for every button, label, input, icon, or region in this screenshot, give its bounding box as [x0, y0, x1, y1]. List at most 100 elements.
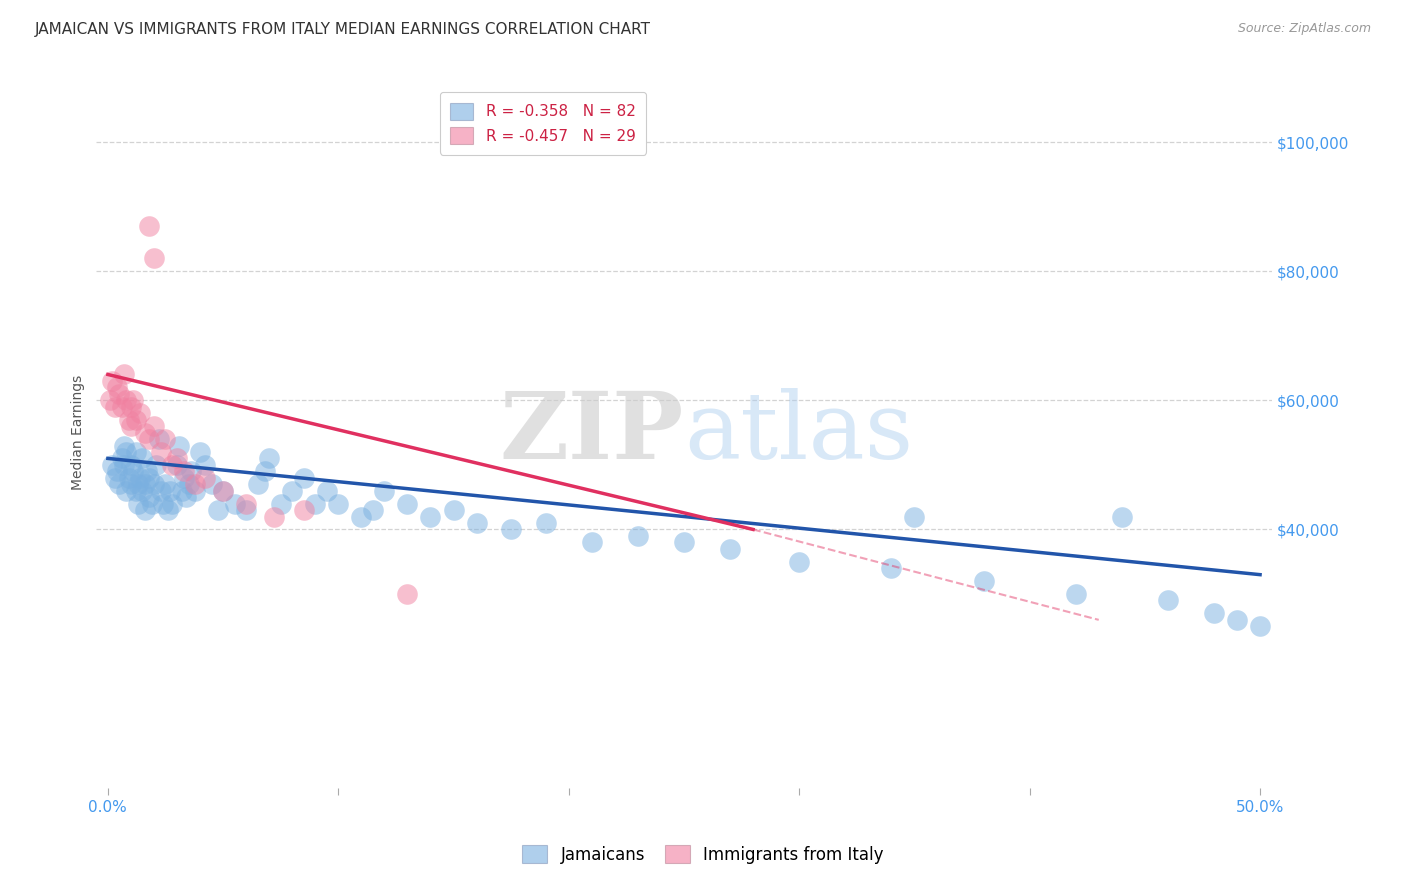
Legend: R = -0.358   N = 82, R = -0.457   N = 29: R = -0.358 N = 82, R = -0.457 N = 29	[440, 92, 647, 154]
Point	[138, 219, 160, 233]
Text: Source: ZipAtlas.com: Source: ZipAtlas.com	[1237, 22, 1371, 36]
Point	[127, 497, 149, 511]
Point	[143, 477, 166, 491]
Point	[180, 464, 202, 478]
Point	[141, 497, 163, 511]
Point	[124, 412, 146, 426]
Point	[194, 471, 217, 485]
Point	[173, 464, 195, 478]
Point	[880, 561, 903, 575]
Point	[105, 380, 128, 394]
Point	[145, 458, 167, 472]
Point	[350, 509, 373, 524]
Point	[134, 425, 156, 440]
Point	[131, 451, 153, 466]
Point	[124, 445, 146, 459]
Point	[501, 523, 523, 537]
Point	[115, 445, 138, 459]
Point	[115, 393, 138, 408]
Point	[129, 406, 152, 420]
Point	[129, 471, 152, 485]
Point	[188, 445, 211, 459]
Point	[1202, 607, 1225, 621]
Point	[149, 483, 172, 498]
Point	[207, 503, 229, 517]
Point	[156, 503, 179, 517]
Point	[104, 400, 127, 414]
Point	[184, 477, 207, 491]
Point	[212, 483, 235, 498]
Point	[169, 438, 191, 452]
Point	[136, 464, 159, 478]
Point	[1157, 593, 1180, 607]
Point	[111, 400, 134, 414]
Point	[166, 458, 188, 472]
Point	[1111, 509, 1133, 524]
Point	[581, 535, 603, 549]
Point	[134, 503, 156, 517]
Point	[108, 477, 131, 491]
Text: ZIP: ZIP	[499, 388, 683, 477]
Point	[903, 509, 925, 524]
Point	[108, 387, 131, 401]
Point	[328, 497, 350, 511]
Text: atlas: atlas	[683, 388, 914, 477]
Point	[263, 509, 285, 524]
Point	[200, 477, 222, 491]
Point	[257, 451, 280, 466]
Point	[101, 374, 124, 388]
Point	[253, 464, 276, 478]
Point	[1064, 587, 1087, 601]
Point	[443, 503, 465, 517]
Point	[534, 516, 557, 530]
Point	[718, 541, 741, 556]
Point	[361, 503, 384, 517]
Point	[246, 477, 269, 491]
Point	[396, 587, 419, 601]
Point	[270, 497, 292, 511]
Point	[122, 464, 145, 478]
Point	[292, 471, 315, 485]
Point	[105, 464, 128, 478]
Point	[166, 451, 188, 466]
Point	[155, 432, 177, 446]
Point	[120, 458, 142, 472]
Point	[122, 393, 145, 408]
Point	[120, 477, 142, 491]
Point	[787, 555, 810, 569]
Point	[170, 483, 193, 498]
Point	[120, 400, 142, 414]
Point	[672, 535, 695, 549]
Point	[143, 419, 166, 434]
Text: JAMAICAN VS IMMIGRANTS FROM ITALY MEDIAN EARNINGS CORRELATION CHART: JAMAICAN VS IMMIGRANTS FROM ITALY MEDIAN…	[35, 22, 651, 37]
Point	[138, 432, 160, 446]
Point	[173, 471, 195, 485]
Point	[120, 419, 142, 434]
Point	[627, 529, 650, 543]
Point	[162, 497, 184, 511]
Point	[134, 477, 156, 491]
Point	[235, 497, 257, 511]
Point	[98, 393, 121, 408]
Point	[281, 483, 304, 498]
Point	[115, 483, 138, 498]
Point	[224, 497, 246, 511]
Point	[138, 471, 160, 485]
Legend: Jamaicans, Immigrants from Italy: Jamaicans, Immigrants from Italy	[516, 838, 890, 871]
Point	[465, 516, 488, 530]
Point	[117, 471, 139, 485]
Point	[373, 483, 395, 498]
Point	[131, 483, 153, 498]
Point	[159, 483, 181, 498]
Point	[124, 483, 146, 498]
Point	[973, 574, 995, 588]
Point	[112, 458, 135, 472]
Point	[138, 490, 160, 504]
Point	[127, 477, 149, 491]
Point	[315, 483, 337, 498]
Point	[292, 503, 315, 517]
Point	[184, 483, 207, 498]
Point	[212, 483, 235, 498]
Point	[155, 477, 177, 491]
Point	[235, 503, 257, 517]
